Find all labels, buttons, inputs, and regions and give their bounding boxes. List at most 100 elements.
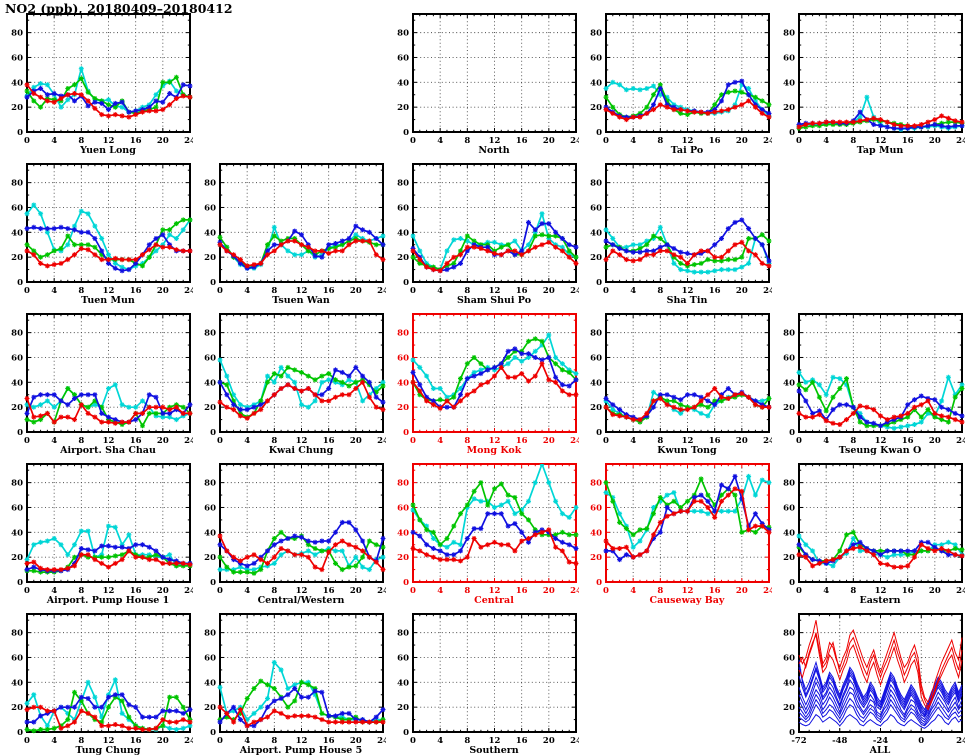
svg-text:20: 20 <box>543 286 555 296</box>
chart-kwai-chung: 0 20 40 60 80 0 4 8 12 16 20 24 Kwai Chung <box>204 313 386 456</box>
panel-tai-po: 0 20 40 60 80 0 4 8 12 16 20 24 Tai Po <box>579 6 772 156</box>
svg-text:12: 12 <box>489 436 501 446</box>
svg-text:60: 60 <box>204 503 216 513</box>
svg-text:12: 12 <box>682 136 694 146</box>
svg-text:16: 16 <box>130 436 142 446</box>
svg-text:8: 8 <box>464 736 470 746</box>
svg-text:80: 80 <box>783 629 795 639</box>
svg-text:20: 20 <box>929 136 941 146</box>
svg-text:4: 4 <box>51 136 57 146</box>
svg-text:16: 16 <box>130 586 142 596</box>
svg-text:16: 16 <box>902 436 914 446</box>
svg-text:24: 24 <box>763 586 772 596</box>
svg-text:0: 0 <box>210 578 216 588</box>
svg-text:80: 80 <box>397 329 409 339</box>
panel-sha-tin: 0 20 40 60 80 0 4 8 12 16 20 24 Sha Tin <box>579 156 772 306</box>
svg-text:0: 0 <box>789 728 795 738</box>
svg-text:8: 8 <box>78 586 84 596</box>
svg-text:20: 20 <box>543 136 555 146</box>
svg-text:40: 40 <box>783 678 795 688</box>
svg-text:16: 16 <box>709 136 721 146</box>
svg-text:60: 60 <box>11 353 23 363</box>
panel-kwai-chung: 0 20 40 60 80 0 4 8 12 16 20 24 Kwai Chung <box>193 306 386 456</box>
svg-text:4: 4 <box>244 286 250 296</box>
svg-text:12: 12 <box>682 586 694 596</box>
svg-text:60: 60 <box>11 653 23 663</box>
svg-text:24: 24 <box>570 136 579 146</box>
svg-text:20: 20 <box>350 736 362 746</box>
svg-text:4: 4 <box>630 436 636 446</box>
svg-text:0: 0 <box>796 436 802 446</box>
svg-text:60: 60 <box>397 503 409 513</box>
chart-title-tsuen-wan: Tsuen Wan <box>272 295 330 306</box>
svg-text:0: 0 <box>17 428 23 438</box>
svg-text:16: 16 <box>130 286 142 296</box>
svg-text:0: 0 <box>789 128 795 138</box>
chart-tap-mun: 0 20 40 60 80 0 4 8 12 16 20 24 Tap Mun <box>783 13 965 156</box>
svg-text:24: 24 <box>956 586 965 596</box>
chart-title-tung-chung: Tung Chung <box>76 745 141 755</box>
svg-text:80: 80 <box>11 29 23 39</box>
chart-title-central: Central <box>474 595 514 606</box>
svg-text:8: 8 <box>657 136 663 146</box>
svg-text:12: 12 <box>875 586 887 596</box>
svg-text:0: 0 <box>24 586 30 596</box>
svg-text:0: 0 <box>217 436 223 446</box>
chart-tsuen-wan: 0 20 40 60 80 0 4 8 12 16 20 24 Tsuen Wan <box>204 163 386 306</box>
svg-text:4: 4 <box>630 286 636 296</box>
svg-text:0: 0 <box>410 136 416 146</box>
svg-text:40: 40 <box>397 528 409 538</box>
svg-text:0: 0 <box>17 578 23 588</box>
svg-text:20: 20 <box>543 436 555 446</box>
svg-text:12: 12 <box>296 586 308 596</box>
plot-area: 0 20 40 60 80 0 4 8 12 16 20 24 <box>590 163 772 296</box>
svg-text:0: 0 <box>217 736 223 746</box>
plot-area: 0 20 40 60 80 0 4 8 12 16 20 24 <box>397 13 579 146</box>
panel-kwun-tong: 0 20 40 60 80 0 4 8 12 16 20 24 Kwun Tong <box>579 306 772 456</box>
panel-airport-sha-chau: 0 20 40 60 80 0 4 8 12 16 20 24 Airport. Sha Chau <box>0 306 193 456</box>
svg-text:20: 20 <box>204 403 216 413</box>
chart-all-stations: 0 20 40 60 80 -72 -48 -24 0 24 ALL <box>783 613 965 755</box>
panel-tuen-mun: 0 20 40 60 80 0 4 8 12 16 20 24 Tuen Mun <box>0 156 193 306</box>
chart-tung-chung: 0 20 40 60 80 0 4 8 12 16 20 24 Tung Chung <box>11 613 193 755</box>
svg-text:16: 16 <box>902 136 914 146</box>
svg-text:0: 0 <box>603 136 609 146</box>
svg-text:8: 8 <box>464 136 470 146</box>
chart-title-all: ALL <box>869 745 891 755</box>
svg-text:20: 20 <box>736 286 748 296</box>
plot-area: 0 20 40 60 80 0 4 8 12 16 20 24 <box>11 313 193 446</box>
svg-text:20: 20 <box>543 586 555 596</box>
svg-text:20: 20 <box>783 403 795 413</box>
svg-text:20: 20 <box>397 403 409 413</box>
svg-text:20: 20 <box>11 403 23 413</box>
svg-text:40: 40 <box>11 78 23 88</box>
svg-text:8: 8 <box>464 586 470 596</box>
svg-text:16: 16 <box>516 136 528 146</box>
svg-text:0: 0 <box>403 128 409 138</box>
svg-text:40: 40 <box>783 78 795 88</box>
panel-causeway-bay: 0 20 40 60 80 0 4 8 12 16 20 24 Causeway Bay <box>579 456 772 606</box>
chart-tseung-kwan-o: 0 20 40 60 80 0 4 8 12 16 20 24 Tseung Kwan O <box>783 313 965 456</box>
svg-text:20: 20 <box>350 286 362 296</box>
plot-area: 0 20 40 60 80 0 4 8 12 16 20 24 <box>204 163 386 296</box>
panel-tsuen-wan: 0 20 40 60 80 0 4 8 12 16 20 24 Tsuen Wan <box>193 156 386 306</box>
svg-text:20: 20 <box>11 103 23 113</box>
svg-text:40: 40 <box>11 228 23 238</box>
svg-text:80: 80 <box>204 329 216 339</box>
svg-text:0: 0 <box>796 136 802 146</box>
chart-title-yuen-long: Yuen Long <box>79 145 136 156</box>
svg-text:20: 20 <box>11 253 23 263</box>
svg-text:4: 4 <box>244 586 250 596</box>
panel-central-western: 0 20 40 60 80 0 4 8 12 16 20 24 Central/Western <box>193 456 386 606</box>
svg-text:24: 24 <box>184 436 193 446</box>
chart-title-tai-po: Tai Po <box>671 145 703 156</box>
chart-title-north: North <box>478 145 509 156</box>
svg-text:24: 24 <box>377 436 386 446</box>
svg-text:8: 8 <box>271 286 277 296</box>
svg-text:40: 40 <box>590 228 602 238</box>
chart-airport-pump-house-5: 0 20 40 60 80 0 4 8 12 16 20 24 Airport. Pump House … <box>204 613 386 755</box>
chart-kwun-tong: 0 20 40 60 80 0 4 8 12 16 20 24 Kwun Tong <box>590 313 772 456</box>
svg-text:80: 80 <box>397 29 409 39</box>
svg-text:24: 24 <box>377 586 386 596</box>
svg-text:12: 12 <box>103 286 115 296</box>
